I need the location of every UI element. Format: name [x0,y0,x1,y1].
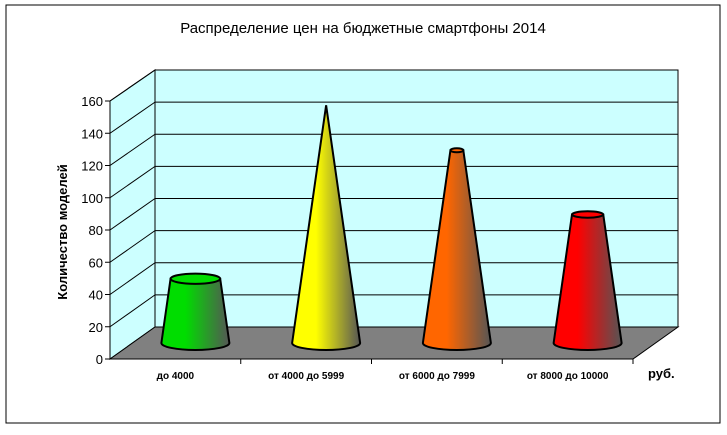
x-tick-label: до 4000 [157,371,195,382]
cone-body [291,105,362,351]
gridline [109,294,156,328]
gridline [109,262,156,295]
y-tick-label: 100 [81,191,103,206]
cone-body [160,277,231,351]
gridline [109,198,156,231]
y-tick-label: 60 [89,255,103,270]
cone-top [449,147,465,154]
chart-title: Распределение цен на бюджетные смартфоны… [180,20,546,37]
y-tick-label: 120 [81,159,103,174]
y-axis-label: Количество моделей [55,164,70,299]
y-tick-label: 40 [89,288,103,303]
x-tick-label: от 8000 до 10000 [527,371,609,382]
cone-body [421,149,492,351]
cone-2 [421,147,492,351]
gridline [109,165,156,199]
cone-1 [291,105,362,351]
gridline [109,230,156,263]
cone-top [169,272,222,285]
cone-top [571,210,605,219]
x-tick-label: от 4000 до 5999 [268,371,344,382]
gridline [109,101,156,134]
cone-3 [552,210,623,351]
cone-0 [160,272,231,351]
x-axis-unit-label: руб. [648,366,675,381]
y-tick-label: 160 [81,94,103,109]
y-tick-label: 20 [89,320,103,335]
gridline [109,69,156,102]
y-tick-label: 140 [81,126,103,141]
cone-body [552,213,623,351]
x-tick-label: от 6000 до 7999 [399,371,475,382]
y-tick-label: 0 [96,352,103,367]
y-tick-label: 80 [89,223,103,238]
gridline [109,133,156,166]
